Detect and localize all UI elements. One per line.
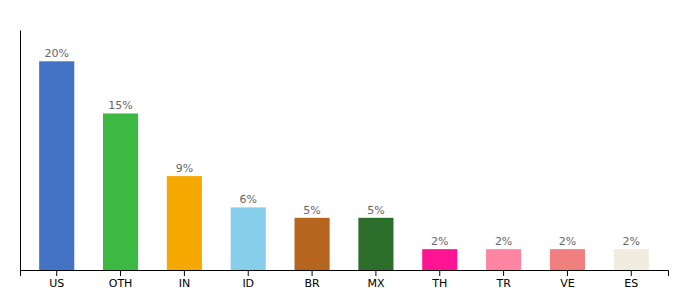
y-axis — [20, 31, 21, 271]
x-tick-mark — [375, 270, 376, 276]
x-tick: ES — [624, 270, 638, 290]
bar — [39, 61, 74, 270]
x-tick: OTH — [109, 270, 133, 290]
x-tick-label: OTH — [109, 277, 133, 290]
bar — [295, 218, 330, 270]
x-axis-line — [21, 271, 669, 277]
x-tick-mark — [439, 270, 440, 276]
x-tick-mark — [503, 270, 504, 276]
x-tick-label: BR — [304, 277, 320, 290]
x-tick: ID — [242, 270, 254, 290]
bar — [167, 176, 202, 270]
x-tick-label: VE — [560, 277, 575, 290]
x-tick-mark — [631, 270, 632, 276]
bar — [422, 249, 457, 270]
bar — [103, 113, 138, 270]
y-axis-line — [20, 31, 21, 271]
x-tick-mark — [120, 270, 121, 276]
x-tick-mark — [56, 270, 57, 276]
data-label: 6% — [240, 193, 257, 206]
data-label: 2% — [431, 235, 448, 248]
x-tick: TH — [431, 270, 447, 290]
x-tick-label: MX — [367, 277, 384, 290]
x-tick: TR — [495, 270, 511, 290]
x-tick-label: US — [49, 277, 64, 290]
x-tick-label: ID — [242, 277, 254, 290]
data-label: 2% — [623, 235, 640, 248]
x-tick-label: TH — [431, 277, 447, 290]
data-label: 20% — [44, 47, 68, 60]
bar — [486, 249, 521, 270]
x-tick: MX — [367, 270, 384, 290]
bar — [358, 218, 393, 270]
data-labels: 20% 15% 9% 6% 5% 5% 2% 2% 2% 2% — [44, 47, 640, 248]
x-axis: US OTH IN ID BR MX TH TR VE ES — [21, 270, 669, 290]
data-label: 9% — [176, 162, 193, 175]
x-tick: IN — [179, 270, 190, 290]
x-tick-mark — [567, 270, 568, 276]
x-tick: BR — [304, 270, 320, 290]
data-label: 5% — [303, 204, 320, 217]
x-tick-mark — [184, 270, 185, 276]
x-tick-mark — [248, 270, 249, 276]
data-label: 15% — [108, 99, 132, 112]
bar — [614, 249, 649, 270]
data-label: 5% — [367, 204, 384, 217]
x-tick-label: IN — [179, 277, 190, 290]
x-tick: VE — [560, 270, 575, 290]
bars — [39, 61, 649, 270]
bar — [550, 249, 585, 270]
x-tick: US — [49, 270, 64, 290]
bar — [231, 207, 266, 270]
data-label: 2% — [495, 235, 512, 248]
x-tick-mark — [312, 270, 313, 276]
x-tick-label: TR — [495, 277, 511, 290]
data-label: 2% — [559, 235, 576, 248]
plot: 20% 15% 9% 6% 5% 5% 2% 2% 2% 2% US OTH IN ID BR MX TH TR V… — [21, 31, 669, 290]
x-tick-label: ES — [624, 277, 638, 290]
chart: 20% 15% 9% 6% 5% 5% 2% 2% 2% 2% US OTH IN ID BR MX TH TR V… — [0, 0, 680, 300]
